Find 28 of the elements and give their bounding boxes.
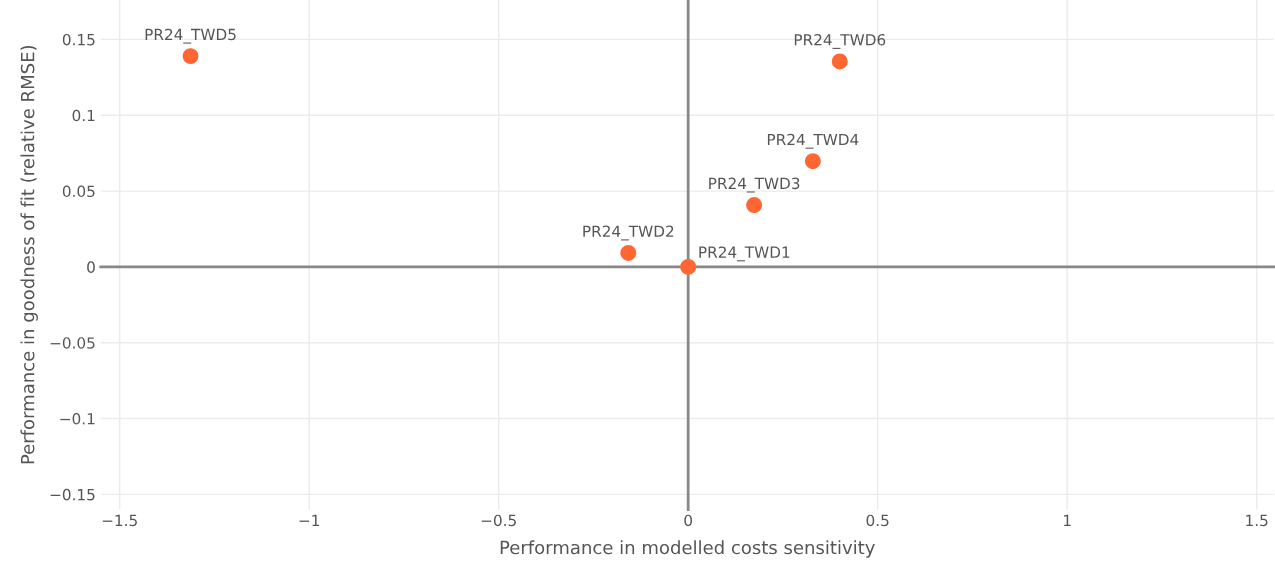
x-tick-label: 0.5 xyxy=(866,514,889,527)
y-tick-label: 0 xyxy=(87,261,95,273)
x-tick-label: 0 xyxy=(684,514,693,527)
point xyxy=(680,258,697,275)
annotation: PR24_TWD1 xyxy=(699,246,790,262)
y-tick-label: −0.1 xyxy=(60,413,95,425)
x-tick-label: 1 xyxy=(1063,514,1071,526)
y-tick-label: −0.15 xyxy=(50,488,95,501)
annotation: PR24_TWD6 xyxy=(794,33,886,49)
y-tick-label: 0.05 xyxy=(62,185,95,198)
point xyxy=(746,197,763,213)
point xyxy=(804,153,821,170)
point xyxy=(620,244,637,261)
y-tick-label: 0.15 xyxy=(62,33,95,46)
annotation: PR24_TWD2 xyxy=(583,225,674,241)
point xyxy=(831,53,848,70)
x-tick-label: 1.5 xyxy=(1246,514,1268,527)
point xyxy=(182,48,199,65)
x-tick-label: −1.5 xyxy=(102,514,137,527)
annotation: PR24_TWD4 xyxy=(767,133,859,149)
x-tick-label: −0.5 xyxy=(481,514,516,527)
x-tick-label: −1 xyxy=(299,514,320,526)
x-axis-title: Performance in modelled costs sensitivity xyxy=(500,540,875,558)
annotation: PR24_TWD5 xyxy=(145,28,236,44)
y-axis-title: Performance in goodness of fit (relative RMSE) xyxy=(20,45,38,464)
annotation: PR24_TWD3 xyxy=(709,177,800,193)
y-tick-label: −0.05 xyxy=(50,337,95,349)
y-tick-label: 0.1 xyxy=(72,109,95,122)
